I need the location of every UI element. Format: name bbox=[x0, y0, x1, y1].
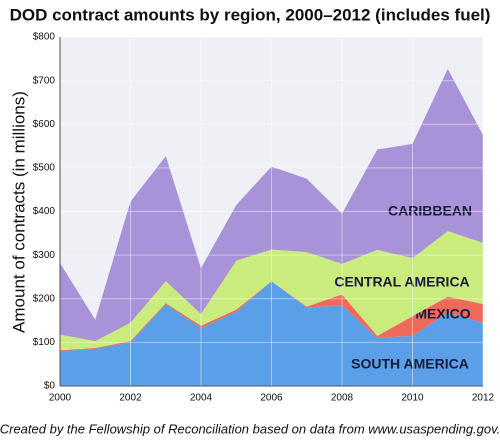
area bbox=[60, 68, 483, 342]
series-label: SOUTH AMERICA bbox=[351, 356, 469, 372]
y-axis-label: Amount of contracts (in millions) bbox=[9, 91, 28, 333]
x-tick-label: 2006 bbox=[260, 393, 283, 404]
x-tick-label: 2004 bbox=[190, 393, 213, 404]
y-tick-label: $100 bbox=[33, 337, 56, 348]
y-tick-label: $0 bbox=[44, 381, 56, 392]
area bbox=[60, 281, 483, 386]
x-tick-label: 2002 bbox=[119, 393, 142, 404]
series-label: CENTRAL AMERICA bbox=[334, 274, 469, 290]
x-tick-label: 2012 bbox=[472, 393, 495, 404]
y-tick-label: $200 bbox=[33, 293, 56, 304]
chart-title: DOD contract amounts by region, 2000–201… bbox=[10, 5, 491, 24]
series-label: MEXICO bbox=[415, 306, 470, 322]
caption: Created by the Fellowship of Reconciliat… bbox=[0, 421, 500, 436]
y-tick-label: $400 bbox=[33, 206, 56, 217]
y-tick-label: $800 bbox=[33, 32, 56, 43]
x-tick-label: 2010 bbox=[401, 393, 424, 404]
y-tick-label: $600 bbox=[33, 119, 56, 130]
y-tick-label: $300 bbox=[33, 250, 56, 261]
y-tick-label: $700 bbox=[33, 75, 56, 86]
x-tick-label: 2008 bbox=[331, 393, 354, 404]
y-tick-label: $500 bbox=[33, 163, 56, 174]
area bbox=[60, 231, 483, 351]
x-tick-label: 2000 bbox=[49, 393, 72, 404]
series-label: CARIBBEAN bbox=[388, 203, 472, 219]
